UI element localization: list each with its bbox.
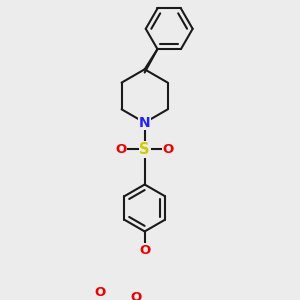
Text: O: O xyxy=(163,143,174,156)
Text: O: O xyxy=(130,291,142,300)
Text: O: O xyxy=(116,143,127,156)
Text: S: S xyxy=(140,142,150,157)
Text: O: O xyxy=(139,244,150,257)
Text: O: O xyxy=(94,286,106,299)
Text: N: N xyxy=(139,116,151,130)
